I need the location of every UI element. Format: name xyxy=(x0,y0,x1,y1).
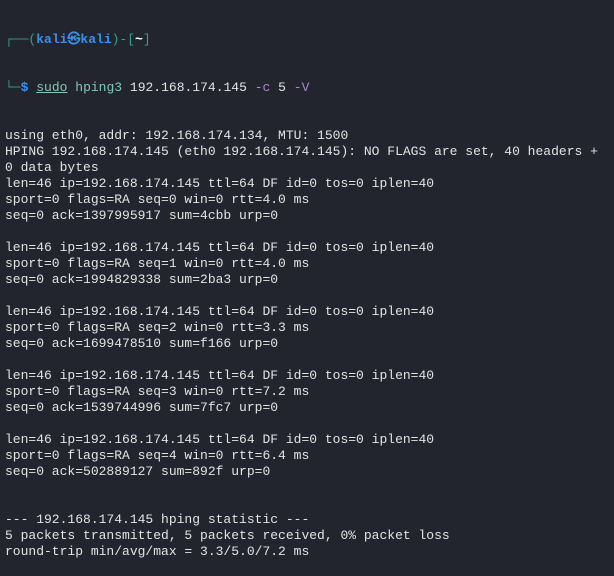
command-program: hping3 xyxy=(75,80,123,95)
output-line xyxy=(5,288,598,304)
output-line xyxy=(5,496,598,512)
prompt-cwd: ~ xyxy=(135,32,143,47)
command-output: using eth0, addr: 192.168.174.134, MTU: … xyxy=(5,128,598,560)
output-line: sport=0 flags=RA seq=3 win=0 rtt=7.2 ms xyxy=(5,384,310,399)
output-line: seq=0 ack=1539744996 sum=7fc7 urp=0 xyxy=(5,400,279,415)
output-line: round-trip min/avg/max = 3.3/5.0/7.2 ms xyxy=(5,544,310,559)
output-line: 5 packets transmitted, 5 packets receive… xyxy=(5,528,450,543)
prompt-frame: ] xyxy=(142,32,151,47)
output-line xyxy=(5,416,598,432)
prompt-line-command: └─$ sudo hping3 192.168.174.145 -c 5 -V xyxy=(5,80,598,96)
prompt-frame: ┌──( xyxy=(5,32,37,47)
output-line: sport=0 flags=RA seq=0 win=0 rtt=4.0 ms xyxy=(5,192,310,207)
output-line xyxy=(5,480,598,496)
output-line: --- 192.168.174.145 hping statistic --- xyxy=(5,512,310,527)
command-flag-c: -c xyxy=(254,80,271,95)
output-line: seq=0 ack=502889127 sum=892f urp=0 xyxy=(5,464,271,479)
output-line xyxy=(5,224,598,240)
output-line: seq=0 ack=1994829338 sum=2ba3 urp=0 xyxy=(5,272,279,287)
command-count: 5 xyxy=(278,80,286,95)
terminal[interactable]: ┌──(kali㉿kali)-[~] └─$ sudo hping3 192.1… xyxy=(5,0,598,576)
output-line: len=46 ip=192.168.174.145 ttl=64 DF id=0… xyxy=(5,368,435,383)
output-line: sport=0 flags=RA seq=2 win=0 rtt=3.3 ms xyxy=(5,320,310,335)
output-line: HPING 192.168.174.145 (eth0 192.168.174.… xyxy=(5,144,598,159)
output-line: len=46 ip=192.168.174.145 ttl=64 DF id=0… xyxy=(5,432,435,447)
prompt-user-host: kali㉿kali xyxy=(36,32,112,47)
prompt-frame: )-[ xyxy=(111,32,136,47)
output-line: using eth0, addr: 192.168.174.134, MTU: … xyxy=(5,128,349,143)
output-line: sport=0 flags=RA seq=4 win=0 rtt=6.4 ms xyxy=(5,448,310,463)
prompt-line-top: ┌──(kali㉿kali)-[~] xyxy=(5,32,598,48)
output-line: sport=0 flags=RA seq=1 win=0 rtt=4.0 ms xyxy=(5,256,310,271)
output-line: seq=0 ack=1699478510 sum=f166 urp=0 xyxy=(5,336,279,351)
output-line: len=46 ip=192.168.174.145 ttl=64 DF id=0… xyxy=(5,304,435,319)
output-line: len=46 ip=192.168.174.145 ttl=64 DF id=0… xyxy=(5,176,435,191)
command-sudo: sudo xyxy=(36,80,68,95)
prompt-symbol: $ xyxy=(20,80,29,95)
output-line xyxy=(5,352,598,368)
command-flag-v: -V xyxy=(293,80,310,95)
output-line: seq=0 ack=1397995917 sum=4cbb urp=0 xyxy=(5,208,279,223)
prompt-frame: └─ xyxy=(5,80,21,95)
output-line: 0 data bytes xyxy=(5,160,99,175)
command-target: 192.168.174.145 xyxy=(129,80,247,95)
output-line: len=46 ip=192.168.174.145 ttl=64 DF id=0… xyxy=(5,240,435,255)
